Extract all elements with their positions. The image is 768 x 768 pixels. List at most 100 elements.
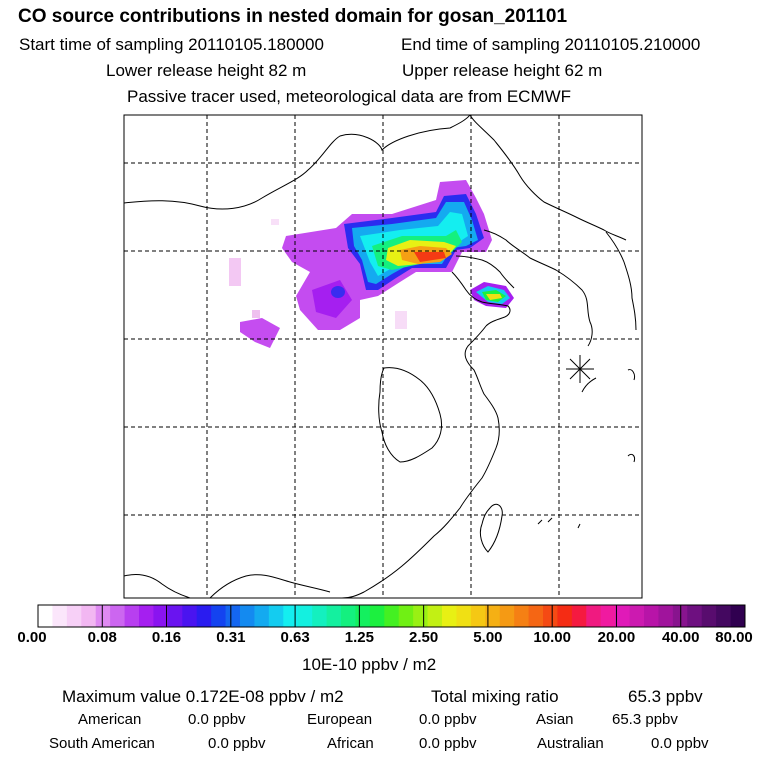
colorbar-tick-label: 5.00 [473,629,503,646]
sw-border [124,573,191,598]
plume-faint-sw [252,310,260,318]
region-name-american: American [78,711,142,728]
region-value-asian: 65.3 ppbv [612,711,678,728]
colorbar-swatch [701,605,717,627]
colorbar-swatch [124,605,140,627]
colorbar-swatch [384,605,400,627]
region-value-australian: 0.0 ppbv [651,735,709,752]
colorbar-swatch [456,605,472,627]
colorbar-swatch [528,605,544,627]
plume-sw-patch [240,318,280,348]
ryukyu-islands [537,517,581,529]
colorbar-tick-label: 0.08 [87,629,117,646]
colorbar-swatch [95,605,111,627]
colorbar-swatch [312,605,327,627]
colorbar-swatch [196,605,212,627]
colorbar-tick-label: 0.31 [216,629,246,646]
colorbar-swatch [369,605,385,627]
colorbar-swatch [297,605,313,627]
colorbar-swatch [268,605,284,627]
colorbar-swatch [629,605,645,627]
colorbar-swatch [355,605,371,627]
korea-east-coast [605,231,637,331]
colorbar-tick-label: 0.63 [280,629,310,646]
colorbar-swatch [182,605,198,627]
region-name-european: European [307,711,373,728]
plume-faint-south [395,311,407,329]
region-name-african: African [327,735,374,752]
colorbar-swatch [398,605,414,627]
region-name-australian: Australian [537,735,604,752]
colorbar-swatch [167,605,183,627]
colorbar-swatch [658,605,674,627]
upper-release-height: Upper release height 62 m [402,61,603,80]
colorbar-swatch [341,605,356,627]
colorbar-swatch [644,605,659,627]
colorbar-unit: 10E-10 ppbv / m2 [302,655,437,674]
region-name-asian: Asian [536,711,574,728]
liaodong-coast [455,255,515,289]
plume-shandong-yellow [486,294,502,300]
region-name-south-american: South American [49,735,155,752]
map-frame [123,114,643,599]
colorbar-swatch [110,605,125,627]
colorbar-swatch [225,605,241,627]
lat-lon-grid [124,115,642,598]
colorbar-swatch [442,605,457,627]
colorbar-swatch [326,605,342,627]
plume-red [414,252,446,262]
receptor-marker-icon [566,355,594,383]
plume-faint-west [229,258,241,286]
island-3 [627,453,635,463]
region-value-european: 0.0 ppbv [419,711,477,728]
colorbar-swatch [66,605,82,627]
colorbar-tick-label: 2.50 [409,629,439,646]
plume-blue-spot [331,286,345,298]
colorbar-swatch [81,605,97,627]
start-time-label: Start time of sampling 20110105.180000 [19,35,324,54]
colorbar-swatch [557,605,573,627]
colorbar-swatch [283,605,299,627]
island-1 [581,377,597,393]
map-title: CO source contributions in nested domain… [18,6,568,27]
colorbar-tick-label: 0.00 [17,629,47,646]
south-border [209,574,331,598]
region-value-south-american: 0.0 ppbv [208,735,266,752]
colorbar-tick-label: 1.25 [344,629,374,646]
tracer-note: Passive tracer used, meteorological data… [127,87,572,106]
lower-release-height: Lower release height 82 m [106,61,307,80]
colorbar-swatch [543,605,558,627]
colorbar-swatch [153,605,169,627]
region-value-american: 0.0 ppbv [188,711,246,728]
colorbar-swatch [730,605,746,627]
plume-faint-north [271,219,279,225]
colorbar-swatch [38,605,53,627]
colorbar-swatch [571,605,587,627]
colorbar-frame [37,604,746,628]
colorbar-swatch [470,605,486,627]
colorbar-swatch [52,605,68,627]
region-value-african: 0.0 ppbv [419,735,477,752]
korea-west-coast [483,229,593,347]
colorbar-tick-label: 0.16 [151,629,182,646]
colorbar-swatch [716,605,731,627]
taiwan [479,503,503,553]
east-coast [341,325,500,598]
colorbar-swatch [600,605,616,627]
colorbar-swatch [139,605,154,627]
colorbar-swatch [211,605,226,627]
colorbar [37,604,746,628]
colorbar-swatch [586,605,602,627]
colorbar-tick-label: 20.00 [597,629,636,646]
colorbar-tick-label: 10.00 [533,629,571,646]
island-2 [627,369,635,381]
ne-border [469,115,627,241]
northern-border [124,115,471,210]
colorbar-swatch [514,605,529,627]
colorbar-tick-label: 40.00 [661,629,700,646]
colorbar-swatch [499,605,515,627]
colorbar-swatch [687,605,703,627]
coastlines [124,115,637,598]
colorbar-swatch [615,605,630,627]
